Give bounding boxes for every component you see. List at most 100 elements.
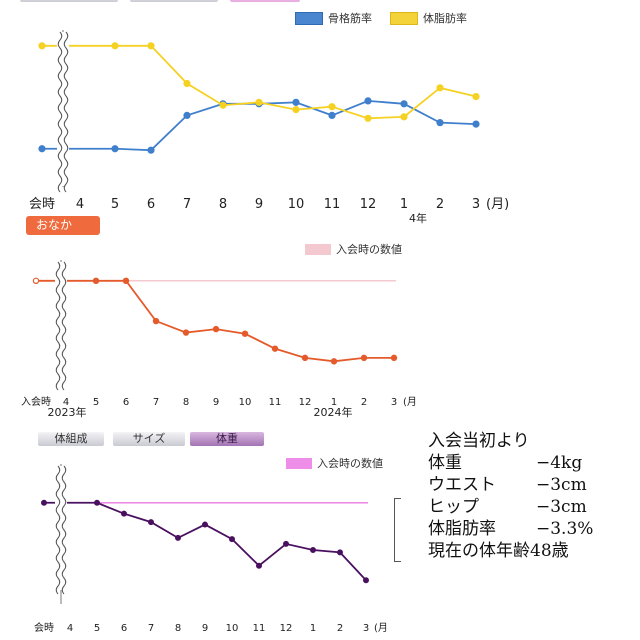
- data-point: [292, 105, 300, 114]
- x-tick-label: 5: [111, 197, 119, 212]
- data-point: [147, 146, 155, 154]
- x-tick-label: 5: [94, 623, 100, 634]
- x-tick-label: 8: [175, 623, 181, 634]
- notes-label: 体脂肪率: [428, 519, 496, 539]
- data-point: [175, 534, 182, 541]
- data-point: [337, 549, 344, 556]
- year-label: 2023年: [48, 405, 87, 419]
- x-tick-label: 12: [280, 623, 293, 634]
- axis-break-mask: [55, 262, 67, 386]
- x-tick-label: 4: [63, 397, 69, 408]
- x-tick-label: 10: [239, 397, 252, 408]
- year-label: 2024年: [314, 405, 353, 419]
- data-point: [229, 536, 236, 543]
- top-tab-left[interactable]: [20, 0, 118, 2]
- data-point: [271, 345, 279, 352]
- x-tick-label: 会時: [29, 197, 55, 212]
- axis-break-mask: [55, 466, 67, 590]
- data-point: [148, 519, 155, 526]
- tab-body-composition[interactable]: 体組成: [38, 432, 104, 446]
- axis-break-squiggle: [55, 465, 67, 595]
- data-point: [255, 98, 263, 106]
- x-tick-label: 1: [310, 623, 316, 634]
- data-point: [328, 103, 336, 111]
- axis-break-mask: [57, 32, 69, 186]
- data-point: [364, 97, 372, 105]
- x-tick-label: 3: [472, 197, 480, 212]
- chart2-legend: 入会時の数値: [305, 241, 402, 257]
- notes-heading: 入会当初より: [428, 431, 530, 451]
- notes-row: ヒップ −3cm: [428, 496, 593, 518]
- x-tick-label: 2: [436, 197, 444, 212]
- data-point: [111, 42, 119, 50]
- series-line-0: [42, 99, 477, 152]
- data-point: [364, 114, 372, 122]
- data-point: [360, 354, 368, 362]
- data-point: [93, 499, 100, 506]
- x-tick-label: 12: [360, 197, 377, 212]
- x-tick-label: 1: [331, 397, 337, 408]
- x-tick-label: 5: [93, 397, 99, 408]
- notes-bracket: [394, 498, 401, 562]
- x-tick-label: 7: [153, 397, 159, 408]
- x-tick-label: 6: [147, 197, 155, 212]
- data-point: [120, 510, 127, 517]
- progress-notes: 入会当初より 体重 −4kg ウエスト −3cm ヒップ −3cm 体脂肪率 −3.3%…: [428, 430, 593, 562]
- data-point: [183, 111, 191, 120]
- x-axis-unit: (月): [486, 197, 509, 212]
- data-point: [472, 120, 480, 128]
- x-tick-label: 1: [400, 197, 408, 212]
- notes-value: −3.3%: [536, 519, 594, 539]
- series-line-1: [42, 44, 477, 120]
- data-point: [310, 546, 317, 553]
- data-point: [292, 98, 300, 106]
- x-tick-label: 9: [213, 397, 219, 408]
- x-tick-label: 12: [299, 397, 312, 408]
- chart1-legend: 骨格筋率 体脂肪率: [295, 10, 467, 26]
- data-point: [330, 358, 338, 365]
- legend-label-muscle: 骨格筋率: [328, 12, 372, 25]
- chart3-legend: 入会時の数値: [286, 455, 383, 471]
- tab-size[interactable]: サイズ: [113, 432, 185, 446]
- x-tick-label: 会時: [34, 621, 54, 634]
- x-tick-label: 6: [123, 397, 129, 408]
- x-tick-label: 7: [183, 197, 191, 212]
- x-tick-label: 7: [148, 623, 154, 634]
- data-point: [241, 330, 249, 337]
- x-tick-label: 4: [76, 197, 84, 212]
- x-axis-unit: (月: [403, 396, 417, 408]
- data-point: [38, 145, 46, 153]
- data-point: [32, 277, 40, 285]
- data-point: [283, 540, 290, 547]
- data-point: [256, 562, 263, 569]
- axis-break-squiggle: [55, 261, 67, 391]
- notes-value: −3cm: [536, 475, 587, 495]
- data-point: [202, 521, 209, 528]
- data-point: [400, 113, 408, 121]
- x-tick-label: 3: [363, 623, 369, 634]
- x-tick-label: 入会時: [21, 395, 51, 408]
- tab-weight[interactable]: 体重: [190, 432, 264, 446]
- x-tick-label: 6: [121, 623, 127, 634]
- data-point: [40, 499, 47, 506]
- top-tab-middle[interactable]: [130, 0, 218, 2]
- notes-row: 体脂肪率 −3.3%: [428, 518, 593, 540]
- data-point: [390, 354, 398, 362]
- data-point: [301, 354, 309, 362]
- x-tick-label: 10: [288, 197, 305, 212]
- notes-value: −3cm: [536, 497, 587, 517]
- x-tick-label: 10: [226, 623, 239, 634]
- notes-row: 体重 −4kg: [428, 452, 593, 474]
- legend-label-fat: 体脂肪率: [423, 12, 467, 25]
- legend-swatch-baseline: [286, 457, 312, 469]
- notes-footer: 現在の体年齢48歳: [428, 541, 569, 561]
- tab-onaka[interactable]: おなか: [26, 216, 100, 235]
- legend-swatch-fat: [390, 11, 418, 25]
- data-point: [363, 577, 370, 584]
- data-point: [111, 145, 119, 153]
- legend-label-baseline: 入会時の数値: [317, 457, 383, 470]
- series-line-0: [36, 279, 394, 363]
- data-point: [38, 42, 46, 50]
- top-tab-right[interactable]: [230, 0, 300, 2]
- x-tick-label: 9: [255, 197, 263, 212]
